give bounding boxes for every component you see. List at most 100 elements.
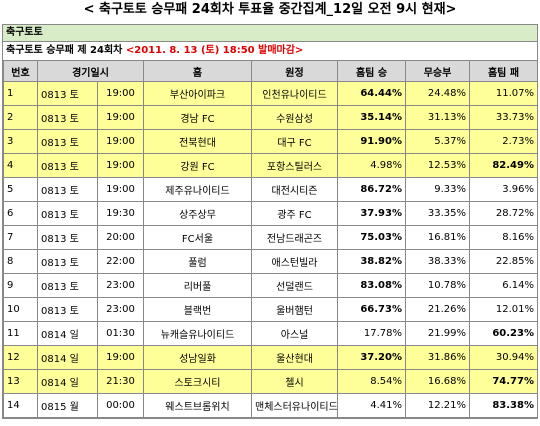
match-row: 11 0814 일 01:30 뉴캐슬유나이티드 아스널 17.78% 21.99% 60.2… xyxy=(3,321,538,346)
cell: 0813 토 xyxy=(37,273,98,298)
cell: FC서울 xyxy=(143,225,252,250)
match-row: 5 0813 토 19:00 제주유나이티드 대전시티즌 86.72% 9.33% 3.96% xyxy=(3,177,538,202)
header-cell: 홈팀 패 xyxy=(469,61,538,82)
cell: 33.35% xyxy=(405,201,470,226)
cell: 울버햄턴 xyxy=(251,297,338,322)
header-cell: 홈 xyxy=(143,61,252,82)
match-row: 7 0813 토 20:00 FC서울 전남드래곤즈 75.03% 16.81% 8.16% xyxy=(3,225,538,250)
cell: 16.68% xyxy=(405,369,470,394)
cell: 강원 FC xyxy=(143,153,252,178)
cell: 22.85% xyxy=(469,249,538,274)
cell: 상주상무 xyxy=(143,201,252,226)
cell: 22:00 xyxy=(97,249,144,274)
cell: 21.99% xyxy=(405,321,470,346)
vote-table: 번호 경기일시 홈 원정 홈팀 승 무승부 홈팀 패 1 0813 토 19:00 부… xyxy=(3,61,538,418)
cell: 64.44% xyxy=(337,81,406,106)
cell: 제주유나이티드 xyxy=(143,177,252,202)
cell: 포항스틸러스 xyxy=(251,153,338,178)
cell: 12.01% xyxy=(469,297,538,322)
cell: 4.41% xyxy=(337,393,406,418)
cell: 19:00 xyxy=(97,345,144,370)
cell: 3 xyxy=(3,129,38,154)
cell: 0815 월 xyxy=(37,393,98,418)
cell: 35.14% xyxy=(337,105,406,130)
cell: 첼시 xyxy=(251,369,338,394)
cell: 23:00 xyxy=(97,273,144,298)
cell: 0814 일 xyxy=(37,369,98,394)
cell: 성남일화 xyxy=(143,345,252,370)
cell: 28.72% xyxy=(469,201,538,226)
cell: 10.78% xyxy=(405,273,470,298)
cell: 37.20% xyxy=(337,345,406,370)
cell: 아스널 xyxy=(251,321,338,346)
cell: 00:00 xyxy=(97,393,144,418)
cell: 14 xyxy=(3,393,38,418)
cell: 23:00 xyxy=(97,297,144,322)
cell: 선덜랜드 xyxy=(251,273,338,298)
cell: 16.81% xyxy=(405,225,470,250)
match-row: 13 0814 일 21:30 스토크시티 첼시 8.54% 16.68% 74.77% xyxy=(3,369,538,394)
match-row: 1 0813 토 19:00 부산아이파크 인천유나이티드 64.44% 24.48% 11.… xyxy=(3,81,538,106)
cell: 30.94% xyxy=(469,345,538,370)
cell: 11.07% xyxy=(469,81,538,106)
cell: 7 xyxy=(3,225,38,250)
cell: 01:30 xyxy=(97,321,144,346)
cell: 3.96% xyxy=(469,177,538,202)
table-box: 축구토토 축구토토 승무패 제 24회차 <2011. 8. 13 (토) 18… xyxy=(2,24,538,419)
cell: 0813 토 xyxy=(37,249,98,274)
cell: 0813 토 xyxy=(37,177,98,202)
cell: 37.93% xyxy=(337,201,406,226)
cell: 전남드래곤즈 xyxy=(251,225,338,250)
cell: 12.21% xyxy=(405,393,470,418)
cell: 86.72% xyxy=(337,177,406,202)
cell: 12 xyxy=(3,345,38,370)
cell: 1 xyxy=(3,81,38,106)
cell: 9.33% xyxy=(405,177,470,202)
cell: 전북현대 xyxy=(143,129,252,154)
round-info: 축구토토 승무패 제 24회차 <2011. 8. 13 (토) 18:50 발… xyxy=(3,42,537,61)
page-title: < 축구토토 승무패 24회차 투표율 중간집계_12일 오전 9시 현재> xyxy=(83,2,457,17)
cell: 0813 토 xyxy=(37,201,98,226)
match-row: 12 0814 일 19:00 성남일화 울산현대 37.20% 31.86% 30.94% xyxy=(3,345,538,370)
cell: 2.73% xyxy=(469,129,538,154)
cell: 0814 일 xyxy=(37,321,98,346)
cell: 66.73% xyxy=(337,297,406,322)
cell: 8 xyxy=(3,249,38,274)
cell: 19:00 xyxy=(97,129,144,154)
cell: 애스턴빌라 xyxy=(251,249,338,274)
cell: 31.13% xyxy=(405,105,470,130)
cell: 8.16% xyxy=(469,225,538,250)
header-cell: 번호 xyxy=(3,61,38,82)
cell: 0813 토 xyxy=(37,81,98,106)
cell: 0813 토 xyxy=(37,105,98,130)
cell: 33.73% xyxy=(469,105,538,130)
cell: 10 xyxy=(3,297,38,322)
header-cell: 경기일시 xyxy=(37,61,144,82)
cell: 풀럼 xyxy=(143,249,252,274)
cell: 91.90% xyxy=(337,129,406,154)
cell: 11 xyxy=(3,321,38,346)
cell: 4.98% xyxy=(337,153,406,178)
cell: 대전시티즌 xyxy=(251,177,338,202)
cell: 19:30 xyxy=(97,201,144,226)
cell: 0814 일 xyxy=(37,345,98,370)
cell: 웨스트브롬위치 xyxy=(143,393,252,418)
cell: 38.33% xyxy=(405,249,470,274)
cell: 19:00 xyxy=(97,105,144,130)
cell: 60.23% xyxy=(469,321,538,346)
cell: 스토크시티 xyxy=(143,369,252,394)
match-row: 9 0813 토 23:00 리버풀 선덜랜드 83.08% 10.78% 6.14% xyxy=(3,273,538,298)
header-cell: 홈팀 승 xyxy=(337,61,406,82)
section-header: 축구토토 xyxy=(3,25,537,42)
cell: 리버풀 xyxy=(143,273,252,298)
cell: 0813 토 xyxy=(37,129,98,154)
cell: 83.08% xyxy=(337,273,406,298)
header-cell: 무승부 xyxy=(405,61,470,82)
cell: 12.53% xyxy=(405,153,470,178)
cell: 19:00 xyxy=(97,153,144,178)
cell: 울산현대 xyxy=(251,345,338,370)
cell: 6.14% xyxy=(469,273,538,298)
cell: 8.54% xyxy=(337,369,406,394)
cell: 0813 토 xyxy=(37,297,98,322)
